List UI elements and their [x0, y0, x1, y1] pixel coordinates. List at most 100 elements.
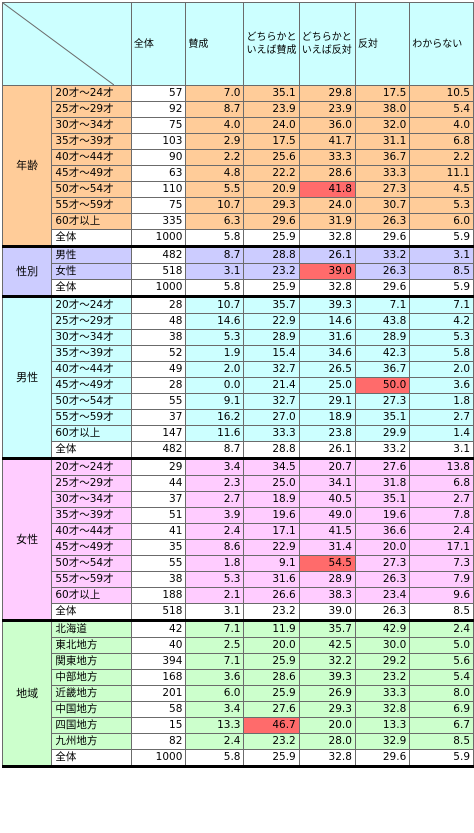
row-label: 45才～49才 [51, 539, 132, 556]
oppose-cell: 26.3 [354, 213, 411, 230]
oppose-cell: 33.3 [354, 165, 411, 182]
oppose-cell: 20.0 [354, 539, 411, 556]
survey-table-container: 全体 賛成 どちらかと いえば賛成 どちらかと いえば反対 反対 わからない 年… [1, 2, 474, 768]
lean-oppose-cell: 26.1 [298, 246, 356, 264]
header-lean-agree-line2: いえば賛成 [246, 45, 297, 56]
lean-agree-cell: 21.4 [243, 377, 300, 394]
total-row: 全体 518 3.1 23.2 39.0 26.3 8.5 [3, 603, 474, 622]
row-label: 35才～39才 [51, 345, 132, 362]
row-label: 九州地方 [51, 733, 132, 750]
unknown-cell: 7.1 [409, 296, 474, 314]
row-label: 全体 [51, 749, 132, 768]
lean-oppose-cell: 32.8 [298, 279, 356, 298]
header-lean-agree-line1: どちらかと [246, 32, 297, 43]
unknown-cell: 11.1 [409, 165, 474, 182]
lean-agree-cell: 22.9 [243, 539, 300, 556]
table-row: 30才～34才 37 2.7 18.9 40.5 35.1 2.7 [3, 491, 474, 508]
lean-agree-cell: 35.1 [243, 85, 300, 102]
count-cell: 1000 [130, 229, 187, 248]
lean-agree-cell: 22.9 [243, 313, 300, 330]
table-row: 女性 518 3.1 23.2 39.0 26.3 8.5 [3, 263, 474, 280]
lean-oppose-cell: 31.4 [298, 539, 356, 556]
table-row: 男性 20才～24才 28 10.7 35.7 39.3 7.1 7.1 [1, 296, 474, 460]
table-row: 性別 男性 482 8.7 28.8 26.1 33.2 3.1 [1, 246, 474, 298]
unknown-cell: 5.6 [409, 653, 474, 670]
count-cell: 110 [130, 181, 187, 198]
table-body: 年齢 20才～24才 57 7.0 35.1 29.8 17.5 10.5 25才～29才 92 8… [1, 85, 474, 768]
unknown-cell: 10.5 [409, 85, 474, 102]
row-label: 関東地方 [51, 653, 132, 670]
oppose-cell: 26.3 [354, 571, 411, 588]
unknown-cell: 6.7 [409, 717, 474, 734]
lean-oppose-cell: 39.0 [298, 263, 356, 280]
table-row: 35才～39才 52 1.9 15.4 34.6 42.3 5.8 [3, 345, 474, 362]
count-cell: 90 [130, 149, 187, 166]
count-cell: 63 [130, 165, 187, 182]
agree-cell: 2.0 [185, 361, 245, 378]
lean-agree-cell: 23.2 [243, 603, 300, 622]
header-lean-oppose: どちらかと いえば反対 [298, 2, 356, 86]
agree-cell: 3.6 [185, 669, 245, 686]
lean-oppose-cell: 35.7 [298, 620, 356, 638]
row-label: 20才～24才 [51, 85, 132, 102]
unknown-cell: 5.9 [409, 229, 474, 248]
agree-cell: 6.0 [185, 685, 245, 702]
count-cell: 40 [130, 637, 187, 654]
lean-agree-cell: 25.9 [243, 229, 300, 248]
oppose-cell: 33.2 [354, 441, 411, 460]
table-row: 九州地方 82 2.4 23.2 28.0 32.9 8.5 [3, 733, 474, 750]
unknown-cell: 4.2 [409, 313, 474, 330]
survey-results-table: 全体 賛成 どちらかと いえば賛成 どちらかと いえば反対 反対 わからない 年… [1, 2, 474, 768]
row-label: 全体 [51, 603, 132, 622]
oppose-cell: 31.1 [354, 133, 411, 150]
count-cell: 58 [130, 701, 187, 718]
unknown-cell: 1.8 [409, 393, 474, 410]
lean-oppose-cell: 29.8 [298, 85, 356, 102]
lean-oppose-cell: 36.0 [298, 117, 356, 134]
lean-agree-cell: 29.6 [243, 213, 300, 230]
lean-agree-cell: 20.0 [243, 637, 300, 654]
unknown-cell: 6.9 [409, 701, 474, 718]
count-cell: 48 [130, 313, 187, 330]
lean-agree-cell: 28.8 [243, 246, 300, 264]
count-cell: 75 [130, 197, 187, 214]
agree-cell: 1.9 [185, 345, 245, 362]
oppose-cell: 30.0 [354, 637, 411, 654]
lean-agree-cell: 17.5 [243, 133, 300, 150]
count-cell: 38 [130, 571, 187, 588]
unknown-cell: 7.3 [409, 555, 474, 572]
lean-oppose-cell: 33.3 [298, 149, 356, 166]
oppose-cell: 27.6 [354, 458, 411, 476]
lean-agree-cell: 25.9 [243, 653, 300, 670]
table-row: 45才～49才 35 8.6 22.9 31.4 20.0 17.1 [3, 539, 474, 556]
lean-agree-cell: 46.7 [243, 717, 300, 734]
lean-agree-cell: 31.6 [243, 571, 300, 588]
lean-agree-cell: 11.9 [243, 620, 300, 638]
lean-oppose-cell: 26.1 [298, 441, 356, 460]
lean-agree-cell: 24.0 [243, 117, 300, 134]
oppose-cell: 29.6 [354, 749, 411, 768]
lean-agree-cell: 25.6 [243, 149, 300, 166]
lean-oppose-cell: 18.9 [298, 409, 356, 426]
lean-agree-cell: 22.2 [243, 165, 300, 182]
lean-oppose-cell: 28.9 [298, 571, 356, 588]
row-label: 30才～34才 [51, 329, 132, 346]
lean-agree-cell: 25.0 [243, 475, 300, 492]
oppose-cell: 38.0 [354, 101, 411, 118]
table-row: 近畿地方 201 6.0 25.9 26.9 33.3 8.0 [3, 685, 474, 702]
unknown-cell: 2.7 [409, 409, 474, 426]
row-label: 60才以上 [51, 425, 132, 442]
table-row: 50才～54才 55 9.1 32.7 29.1 27.3 1.8 [3, 393, 474, 410]
count-cell: 394 [130, 653, 187, 670]
unknown-cell: 5.4 [409, 669, 474, 686]
row-label: 60才以上 [51, 587, 132, 604]
oppose-cell: 27.3 [354, 181, 411, 198]
oppose-cell: 13.3 [354, 717, 411, 734]
lean-oppose-cell: 32.8 [298, 749, 356, 768]
lean-agree-cell: 25.9 [243, 685, 300, 702]
header-oppose: 反対 [354, 2, 411, 86]
count-cell: 82 [130, 733, 187, 750]
lean-oppose-cell: 32.8 [298, 229, 356, 248]
total-row: 全体 482 8.7 28.8 26.1 33.2 3.1 [3, 441, 474, 460]
table-row: 40才～44才 90 2.2 25.6 33.3 36.7 2.2 [3, 149, 474, 166]
